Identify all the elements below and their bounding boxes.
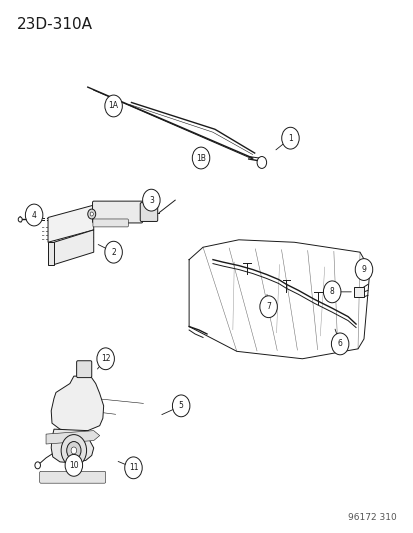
Polygon shape xyxy=(51,376,103,432)
Text: 10: 10 xyxy=(69,461,78,470)
FancyBboxPatch shape xyxy=(40,471,105,483)
Text: 96172 310: 96172 310 xyxy=(347,513,396,522)
Circle shape xyxy=(25,204,43,226)
Text: 3: 3 xyxy=(149,196,153,205)
Text: 2: 2 xyxy=(111,248,116,257)
Text: 9: 9 xyxy=(361,265,366,274)
FancyBboxPatch shape xyxy=(76,361,92,377)
Text: 23D-310A: 23D-310A xyxy=(17,17,93,32)
Text: 4: 4 xyxy=(32,211,36,220)
Circle shape xyxy=(66,441,81,459)
Circle shape xyxy=(61,434,86,466)
Circle shape xyxy=(65,455,83,477)
Text: 11: 11 xyxy=(128,463,138,472)
Circle shape xyxy=(104,95,122,117)
FancyBboxPatch shape xyxy=(140,203,157,221)
Circle shape xyxy=(330,333,348,355)
Polygon shape xyxy=(353,287,363,297)
Polygon shape xyxy=(48,243,54,264)
Circle shape xyxy=(97,348,114,370)
Text: 1A: 1A xyxy=(108,101,118,110)
Circle shape xyxy=(35,462,40,469)
Circle shape xyxy=(71,447,76,454)
Text: 8: 8 xyxy=(329,287,334,296)
Circle shape xyxy=(281,127,299,149)
Text: 6: 6 xyxy=(337,340,342,349)
Circle shape xyxy=(104,241,122,263)
Circle shape xyxy=(199,149,208,160)
Text: 7: 7 xyxy=(266,302,271,311)
Text: 1B: 1B xyxy=(196,154,206,163)
Text: 12: 12 xyxy=(101,354,110,364)
Polygon shape xyxy=(54,230,93,264)
Circle shape xyxy=(88,209,95,219)
Circle shape xyxy=(259,296,277,318)
Text: 5: 5 xyxy=(178,401,183,410)
Circle shape xyxy=(323,281,340,303)
Polygon shape xyxy=(48,205,93,243)
Circle shape xyxy=(18,217,22,222)
FancyBboxPatch shape xyxy=(93,201,142,223)
Circle shape xyxy=(256,157,266,168)
Circle shape xyxy=(90,212,93,216)
Circle shape xyxy=(124,457,142,479)
Circle shape xyxy=(172,395,190,417)
Circle shape xyxy=(142,189,160,211)
Circle shape xyxy=(192,147,209,169)
Text: 1: 1 xyxy=(287,134,292,143)
Circle shape xyxy=(354,259,372,280)
FancyBboxPatch shape xyxy=(93,219,128,227)
Polygon shape xyxy=(51,429,93,463)
Polygon shape xyxy=(46,431,100,444)
